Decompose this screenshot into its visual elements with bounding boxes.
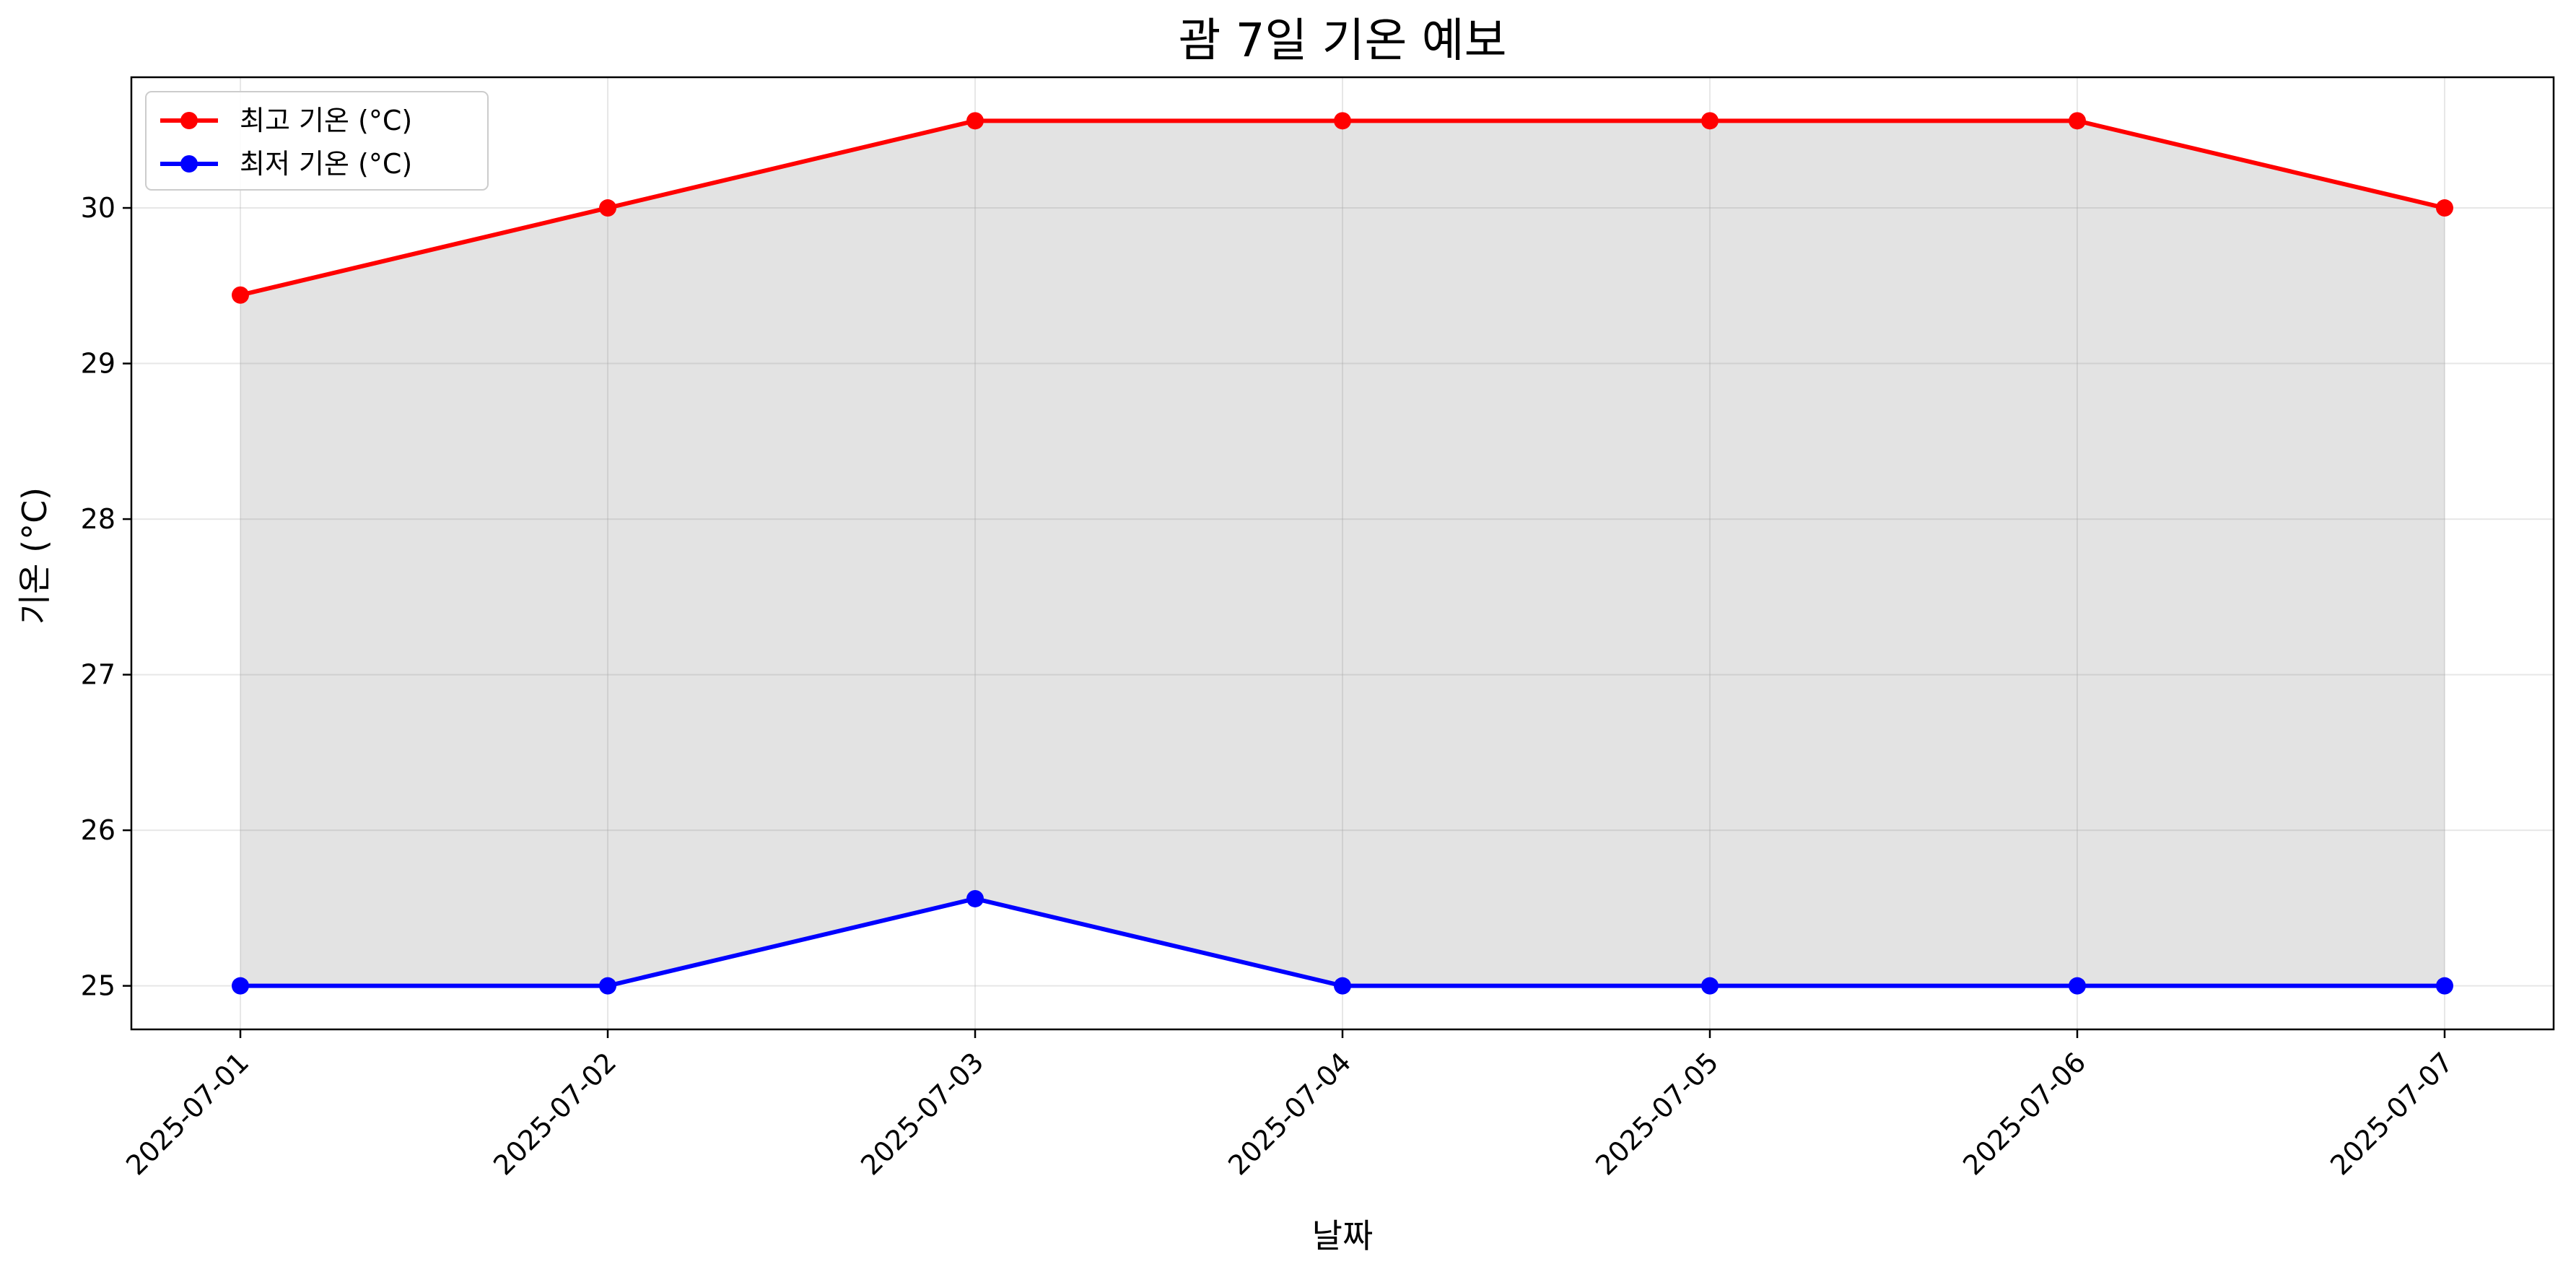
data-point-low — [2068, 977, 2086, 995]
data-point-low — [966, 889, 984, 907]
legend: 최고 기온 (°C) 최저 기온 (°C) — [145, 91, 489, 191]
data-point-low — [1700, 977, 1719, 995]
y-tick-label: 27 — [81, 659, 115, 691]
data-point-high — [599, 199, 617, 217]
legend-label: 최고 기온 (°C) — [240, 105, 412, 136]
y-tick-label: 29 — [81, 348, 115, 380]
data-point-high — [1700, 112, 1719, 130]
x-axis-label: 날짜 — [1312, 1216, 1374, 1255]
data-point-high — [2435, 199, 2453, 217]
data-point-high — [966, 112, 984, 130]
y-tick-label: 30 — [81, 192, 115, 224]
legend-label: 최저 기온 (°C) — [240, 148, 412, 180]
legend-marker-swatch — [180, 155, 198, 173]
temperature-range-fill — [240, 121, 2445, 986]
data-point-high — [1334, 112, 1351, 130]
y-axis-label: 기온 (°C) — [15, 487, 54, 624]
data-point-high — [232, 286, 250, 304]
data-point-low — [2435, 977, 2453, 995]
legend-marker-swatch — [180, 112, 198, 129]
chart-title: 괌 7일 기온 예보 — [1178, 14, 1506, 68]
data-point-low — [599, 977, 617, 995]
y-tick-label: 28 — [81, 503, 115, 535]
y-tick-label: 26 — [81, 814, 115, 846]
data-point-high — [2068, 112, 2086, 130]
data-point-low — [232, 977, 250, 995]
y-tick-label: 25 — [81, 970, 115, 1002]
legend-box — [145, 91, 489, 191]
data-point-low — [1334, 977, 1351, 995]
